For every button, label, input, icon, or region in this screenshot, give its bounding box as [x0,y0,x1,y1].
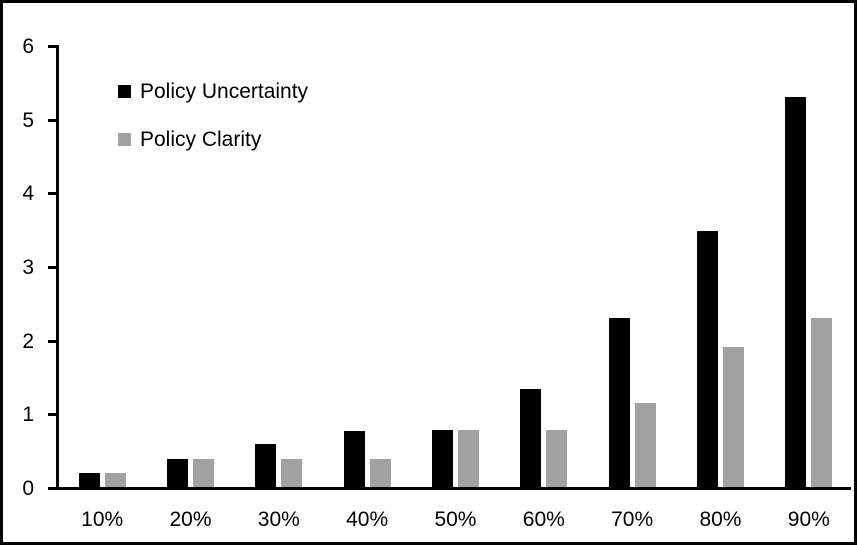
bar-policy-uncertainty-90% [785,97,807,487]
x-tick-label: 60% [522,508,565,531]
bar-policy-uncertainty-50% [431,430,453,487]
bar-policy-clarity-20% [192,459,214,487]
y-tick-label: 4 [22,182,34,206]
x-tick-label: 30% [257,508,300,531]
bar-policy-clarity-70% [634,403,656,487]
bar-policy-uncertainty-80% [696,231,718,487]
bar-policy-clarity-50% [457,430,479,487]
y-tick [48,413,57,417]
bar-group-80% [676,45,764,487]
legend-swatch-gray-icon [118,133,131,146]
y-tick [48,45,57,48]
bar-policy-uncertainty-30% [255,444,277,487]
legend-swatch-black-icon [118,85,131,98]
y-tick [48,339,57,343]
bar-group-20% [146,45,234,487]
y-tick-label: 3 [22,256,34,279]
y-tick [48,118,57,122]
legend-label: Policy Uncertainty [140,80,309,103]
y-tick-label: 5 [22,108,34,132]
x-tick-label: 90% [787,508,830,531]
bar-group-60% [500,45,588,487]
y-tick-label: 6 [22,35,34,58]
bar-group-90% [765,45,853,487]
x-tick-label: 40% [346,508,389,531]
bar-policy-uncertainty-10% [78,473,100,487]
y-tick [48,266,57,269]
x-tick-label: 70% [611,508,654,531]
x-axis-line [56,487,851,490]
x-tick-label: 80% [699,508,742,531]
y-axis-line [56,45,59,490]
bar-policy-clarity-90% [811,318,833,487]
bar-policy-clarity-60% [546,430,568,487]
bar-policy-uncertainty-20% [166,459,188,487]
legend: Policy Uncertainty Policy Clarity [118,81,308,150]
legend-item-policy-uncertainty: Policy Uncertainty [118,81,308,102]
bar-policy-uncertainty-40% [343,431,365,487]
bar-policy-clarity-30% [281,459,303,487]
bar-group-40% [323,45,411,487]
bars-container [58,45,853,487]
bar-policy-uncertainty-60% [520,389,542,487]
bar-group-70% [588,45,676,487]
bar-policy-clarity-40% [369,459,391,487]
bar-group-50% [411,45,499,487]
bar-policy-clarity-80% [722,347,744,487]
legend-item-policy-clarity: Policy Clarity [118,129,308,150]
x-tick-label: 10% [81,508,124,531]
bar-policy-uncertainty-70% [608,318,630,487]
legend-label: Policy Clarity [140,128,262,151]
bar-policy-clarity-10% [104,473,126,487]
y-tick-label: 0 [22,477,34,500]
y-tick [48,192,57,196]
x-axis-labels: 10% 20% 30% 40% 50% 60% 70% 80% 90% [58,503,853,537]
bar-group-30% [235,45,323,487]
y-tick-label: 2 [22,329,34,353]
x-tick-label: 50% [434,508,477,531]
y-tick-label: 1 [22,403,34,427]
x-tick-label: 20% [169,508,212,531]
bar-group-10% [58,45,146,487]
y-tick [48,487,57,490]
